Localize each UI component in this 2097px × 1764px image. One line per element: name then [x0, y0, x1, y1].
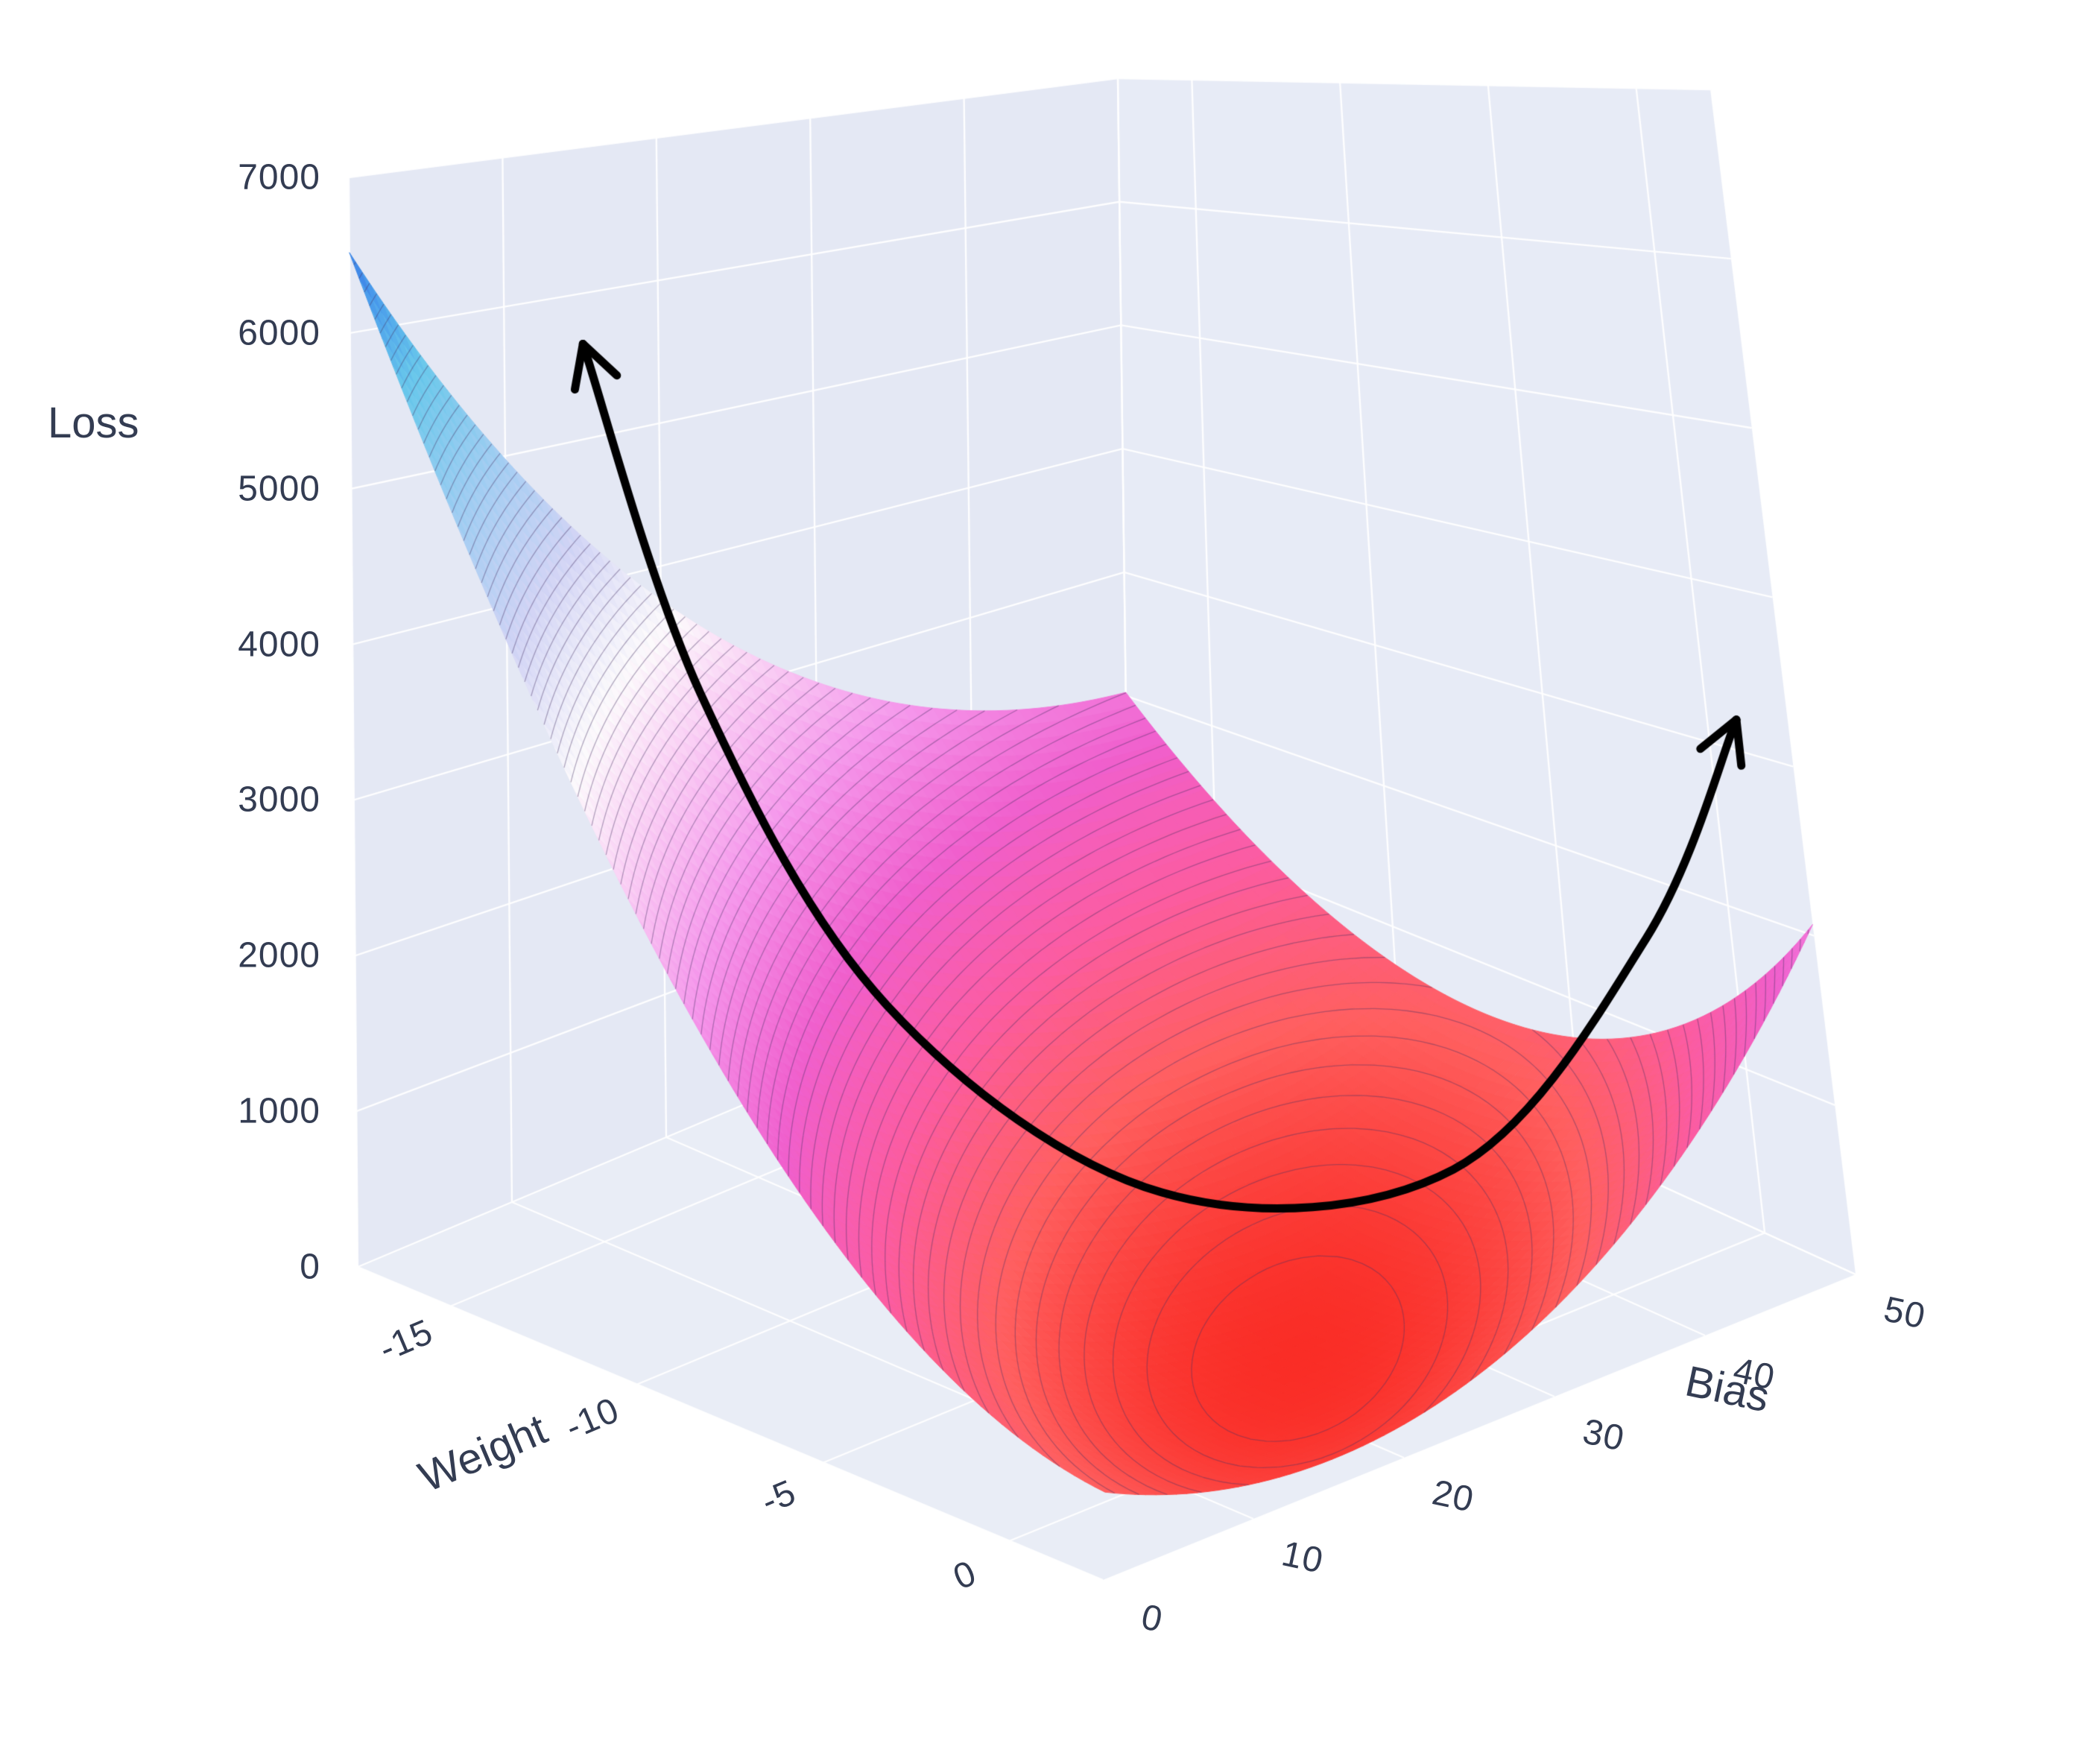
- loss-surface-figure: Loss Weight Bias 0 1000 2000 3000 4000 5000 60…: [0, 0, 2097, 1764]
- surface-plot-canvas[interactable]: [0, 0, 2097, 1764]
